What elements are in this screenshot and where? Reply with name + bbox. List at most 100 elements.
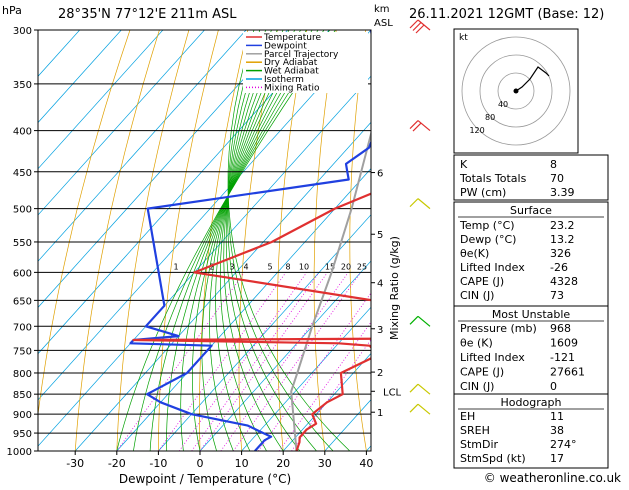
pressure-tick-label: 750	[13, 346, 32, 357]
surface-index-value: -26	[550, 261, 568, 274]
wind-barb-flag	[409, 315, 419, 325]
hodograph-index-value: 11	[550, 410, 564, 423]
mixing-ratio-line	[158, 272, 287, 451]
basic-index-value: 8	[550, 158, 557, 171]
legend-label-isotherm: Isotherm	[264, 75, 304, 85]
isotherm-line	[282, 352, 371, 451]
wind-barb	[409, 383, 431, 395]
temperature-tick-label: 10	[235, 457, 249, 470]
temperature-tick-label: 40	[359, 457, 373, 470]
wind-barb	[409, 198, 431, 210]
height-tick-label: 1	[377, 408, 383, 419]
isotherm-line	[38, 30, 288, 308]
isotherm-line	[116, 168, 371, 451]
mixing-ratio-line	[257, 292, 371, 451]
mixing-ratio-line	[178, 272, 308, 451]
plot-frame	[37, 29, 372, 452]
mixing-ratio-label: 25	[357, 262, 367, 271]
surface-index-label: Temp (°C)	[459, 219, 515, 232]
hodograph-ring-label: 80	[485, 113, 495, 122]
wind-barb-flag	[409, 19, 419, 29]
pressure-tick-label: 350	[13, 80, 32, 91]
temperature-tick-label: -30	[66, 457, 84, 470]
isotherm-line	[38, 30, 122, 124]
pressure-tick-label: 600	[13, 268, 32, 279]
wind-barb-flag	[412, 122, 422, 132]
wind-barbs	[409, 19, 431, 415]
hodograph-index-value: 38	[550, 424, 564, 437]
basic-index-label: Totals Totals	[459, 172, 527, 185]
hodograph-ring-label: 120	[469, 126, 484, 135]
indices-tables: K 8 Totals Totals 70 PW (cm) 3.39 Surface Temp …	[453, 154, 609, 469]
mixing-ratio-line	[116, 272, 245, 451]
basic-index-label: K	[460, 158, 468, 171]
most-unstable-index-label: θe (K)	[460, 337, 493, 350]
hodograph-index-label: SREH	[460, 424, 490, 437]
wind-barb	[409, 19, 431, 34]
isotherm-line	[38, 30, 371, 401]
height-tick-label: 5	[377, 230, 383, 241]
basic-index-value: 3.39	[550, 186, 575, 199]
surface-index-label: θe(K)	[460, 247, 489, 260]
mixing-ratio-label: 4	[243, 262, 248, 271]
most-unstable-index-value: 27661	[550, 366, 585, 379]
wind-barb-staff	[417, 315, 431, 327]
skewt-plot-area	[38, 30, 371, 451]
hodograph-index-label: EH	[460, 410, 475, 423]
surface-index-label: CIN (J)	[460, 289, 494, 302]
height-tick-label: 4	[377, 279, 383, 290]
hodograph-index-label: StmDir	[460, 438, 499, 451]
legend-label-dry-adiabat: Dry Adiabat	[264, 58, 318, 68]
surface-index-value: 326	[550, 247, 571, 260]
temperature-line	[132, 192, 371, 451]
height-tick-label: LCL	[383, 387, 402, 398]
pressure-tick-label: 800	[13, 369, 32, 380]
wind-barb	[409, 120, 431, 132]
pressure-axis: 300 350 400 450 500 550 600 650 700 750 800 850 900 9…	[7, 26, 38, 458]
most-unstable-index-label: CIN (J)	[460, 380, 494, 393]
pressure-unit: hPa	[2, 4, 22, 17]
isotherm-line	[38, 30, 247, 262]
surface-index-label: Dewp (°C)	[460, 233, 516, 246]
mixing-ratio-label: 8	[285, 262, 290, 271]
wind-barb	[409, 315, 431, 327]
mixing-ratio-label: 3	[229, 262, 234, 271]
pressure-tick-label: 500	[13, 205, 32, 216]
pressure-tick-label: 950	[13, 429, 32, 440]
pressure-tick-label: 1000	[7, 447, 32, 458]
hodograph-trace	[515, 66, 550, 92]
most-unstable-index-value: 0	[550, 380, 557, 393]
pressure-tick-label: 850	[13, 390, 32, 401]
mixing-ratio-line	[278, 321, 371, 451]
series-lines	[129, 30, 371, 451]
surface-index-value: 73	[550, 289, 564, 302]
legend-label-mixing-ratio: Mixing Ratio	[264, 83, 320, 93]
height-tick-label: 2	[377, 368, 383, 379]
copyright-label: © weatheronline.co.uk	[484, 471, 621, 485]
hodograph-index-value: 274°	[550, 438, 577, 451]
surface-title: Surface	[510, 204, 552, 217]
legend-label-parcel-trajectory: Parcel Trajectory	[264, 50, 339, 60]
surface-index-label: Lifted Index	[460, 261, 525, 274]
wind-barb-flag	[415, 24, 425, 34]
hodograph-table-title: Hodograph	[501, 396, 562, 409]
mixing-ratio-label: 1	[173, 262, 178, 271]
height-tick-label: 3	[377, 325, 383, 336]
legend-label-wet-adiabat: Wet Adiabat	[264, 67, 319, 77]
wind-barb-flag	[409, 198, 419, 208]
isotherm-line	[38, 30, 164, 170]
wind-barb-flag	[409, 403, 419, 413]
legend-label-dewpoint: Dewpoint	[264, 41, 307, 51]
wind-barb	[409, 403, 431, 415]
basic-index-label: PW (cm)	[460, 186, 506, 199]
isotherm-line	[241, 306, 371, 451]
datetime-label: 26.11.2021 12GMT (Base: 12)	[409, 7, 604, 22]
pressure-tick-label: 550	[13, 238, 32, 249]
location-label: 28°35'N 77°12'E 211m ASL	[58, 7, 237, 22]
temperature-tick-label: 0	[197, 457, 204, 470]
surface-index-label: CAPE (J)	[460, 275, 504, 288]
mixing-ratio-line	[232, 272, 362, 451]
pressure-tick-label: 400	[13, 127, 32, 138]
